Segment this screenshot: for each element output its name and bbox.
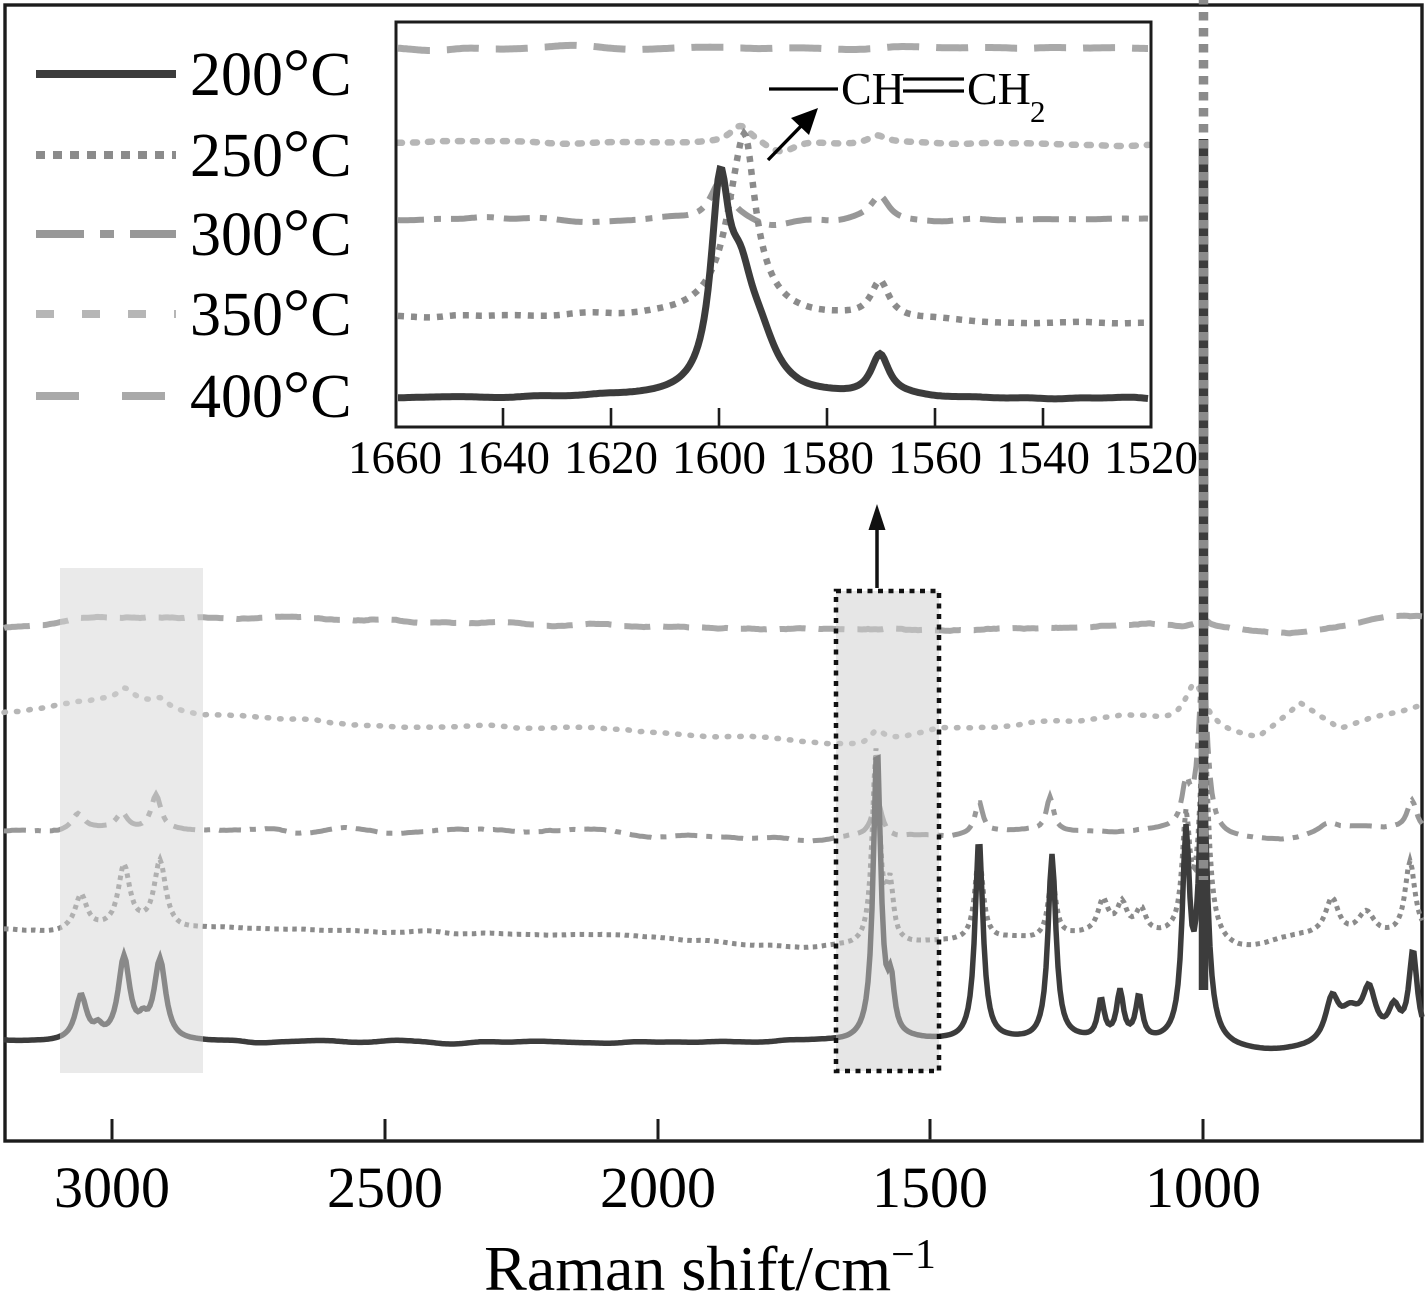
svg-text:1000: 1000 (1145, 1155, 1261, 1220)
svg-text:2000: 2000 (600, 1155, 716, 1220)
svg-text:2500: 2500 (327, 1155, 443, 1220)
svg-text:400°C: 400°C (190, 356, 352, 432)
svg-text:1620: 1620 (564, 432, 658, 484)
svg-text:200°C: 200°C (190, 34, 352, 110)
svg-text:CH: CH (841, 63, 905, 114)
svg-text:1580: 1580 (780, 432, 874, 484)
svg-text:1520: 1520 (1104, 432, 1198, 484)
svg-text:3000: 3000 (54, 1155, 170, 1220)
svg-text:2: 2 (1030, 94, 1046, 129)
svg-text:1540: 1540 (996, 432, 1090, 484)
svg-text:350°C: 350°C (190, 274, 352, 350)
svg-text:1560: 1560 (888, 432, 982, 484)
svg-text:300°C: 300°C (190, 194, 352, 270)
svg-text:1500: 1500 (872, 1155, 988, 1220)
svg-text:Raman shift/cm−1: Raman shift/cm−1 (484, 1232, 936, 1304)
svg-text:1600: 1600 (672, 432, 766, 484)
svg-text:1640: 1640 (456, 432, 550, 484)
svg-text:CH: CH (967, 63, 1031, 114)
svg-text:250°C: 250°C (190, 115, 352, 191)
svg-text:1660: 1660 (348, 432, 442, 484)
